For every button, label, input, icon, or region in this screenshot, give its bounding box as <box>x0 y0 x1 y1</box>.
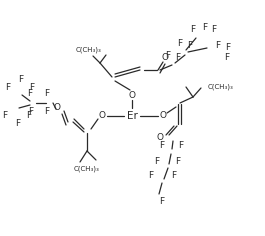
Text: O: O <box>161 54 169 63</box>
Text: F: F <box>19 76 24 84</box>
Text: F: F <box>187 41 193 50</box>
Text: C(CH₃)₃: C(CH₃)₃ <box>208 84 234 90</box>
Text: F: F <box>45 88 50 97</box>
Text: F: F <box>148 172 153 181</box>
Text: O: O <box>157 134 164 143</box>
Text: F: F <box>215 41 220 50</box>
Text: F: F <box>45 108 50 117</box>
Text: Er: Er <box>127 111 138 121</box>
Text: F: F <box>28 88 33 97</box>
Text: F: F <box>29 83 34 92</box>
Text: F: F <box>178 39 183 49</box>
Text: F: F <box>178 142 184 151</box>
Text: F: F <box>160 142 165 151</box>
Text: F: F <box>224 54 229 63</box>
Text: O: O <box>99 111 105 121</box>
Text: F: F <box>28 108 34 117</box>
Text: F: F <box>6 83 11 92</box>
Text: F: F <box>211 25 217 34</box>
Text: F: F <box>175 156 180 165</box>
Text: F: F <box>226 43 231 52</box>
Text: C(CH₃)₃: C(CH₃)₃ <box>75 47 101 53</box>
Text: F: F <box>191 25 196 34</box>
Text: O: O <box>129 90 135 100</box>
Text: F: F <box>202 24 207 33</box>
Text: O: O <box>160 111 166 121</box>
Text: F: F <box>26 110 32 119</box>
Text: F: F <box>165 51 171 60</box>
Text: F: F <box>15 118 21 127</box>
Text: O: O <box>54 104 60 113</box>
Text: F: F <box>2 110 8 119</box>
Text: F: F <box>160 197 165 206</box>
Text: F: F <box>154 156 160 165</box>
Text: F: F <box>175 54 180 63</box>
Text: C(CH₃)₃: C(CH₃)₃ <box>74 166 100 172</box>
Text: F: F <box>171 172 176 181</box>
